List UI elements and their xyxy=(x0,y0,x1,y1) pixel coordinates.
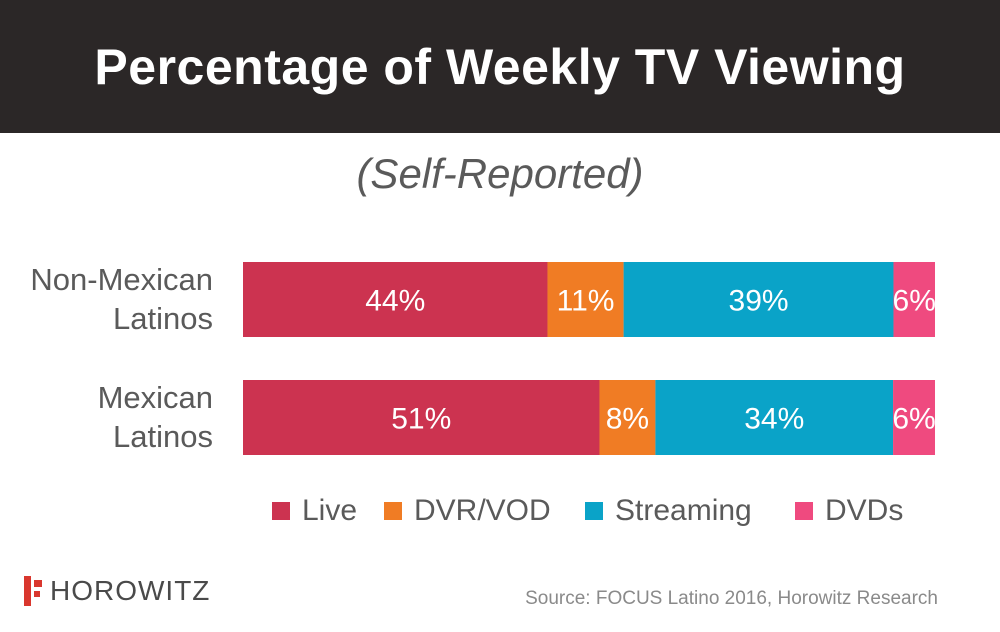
bar-segment-mexican-latinos-streaming xyxy=(655,380,894,455)
bar-segment-non-mexican-latinos-dvr-vod xyxy=(547,262,624,337)
data-label-mexican-latinos-dvds: 6% xyxy=(892,403,935,436)
data-label-mexican-latinos-live: 51% xyxy=(391,403,451,436)
bar-segment-non-mexican-latinos-streaming xyxy=(623,262,894,337)
legend-item-live: Live xyxy=(272,494,357,528)
legend-label-live: Live xyxy=(302,494,358,527)
data-label-non-mexican-latinos-dvds: 6% xyxy=(893,285,936,318)
legend-swatch-live xyxy=(272,502,290,520)
bar-segment-mexican-latinos-live xyxy=(243,380,600,455)
category-label-mexican-latinos-line-2: Latinos xyxy=(113,419,213,454)
chart-title: Percentage of Weekly TV Viewing xyxy=(94,38,906,95)
legend-label-dvr-vod: DVR/VOD xyxy=(414,494,551,527)
bar-segment-non-mexican-latinos-live xyxy=(243,262,548,337)
legend-label-streaming: Streaming xyxy=(615,494,752,527)
legend-swatch-streaming xyxy=(585,502,603,520)
bar-segment-non-mexican-latinos-dvds xyxy=(893,262,935,337)
data-label-mexican-latinos-streaming: 34% xyxy=(744,403,804,436)
data-label-mexican-latinos-dvr-vod: 8% xyxy=(606,403,649,436)
legend-swatch-dvds xyxy=(795,502,813,520)
legend-item-dvds: DVDs xyxy=(795,494,903,528)
data-label-non-mexican-latinos-dvr-vod: 11% xyxy=(557,285,615,318)
bar-segment-mexican-latinos-dvds xyxy=(893,380,935,455)
horowitz-logo: HOROWITZ xyxy=(24,575,210,607)
legend: Live DVR/VOD Streaming DVDs xyxy=(0,494,1000,534)
logo-text: HOROWITZ xyxy=(50,575,211,606)
category-label-non-mexican-latinos-line-1: Non-Mexican xyxy=(30,262,213,297)
category-label-non-mexican-latinos-line-2: Latinos xyxy=(113,301,213,336)
chart-subtitle: (Self-Reported) xyxy=(356,150,644,197)
legend-item-dvr-vod: DVR/VOD xyxy=(384,494,551,528)
data-label-non-mexican-latinos-live: 44% xyxy=(365,285,425,318)
data-label-non-mexican-latinos-streaming: 39% xyxy=(729,285,789,318)
title-banner: Percentage of Weekly TV Viewing xyxy=(0,0,1000,133)
legend-label-dvds: DVDs xyxy=(825,494,904,527)
legend-item-streaming: Streaming xyxy=(585,494,752,528)
legend-swatch-dvr-vod xyxy=(384,502,402,520)
bar-segment-mexican-latinos-dvr-vod xyxy=(599,380,656,455)
category-label-mexican-latinos-line-1: Mexican xyxy=(98,380,213,415)
source-note: Source: FOCUS Latino 2016, Horowitz Rese… xyxy=(525,588,938,609)
logo-mark-icon xyxy=(24,576,42,606)
